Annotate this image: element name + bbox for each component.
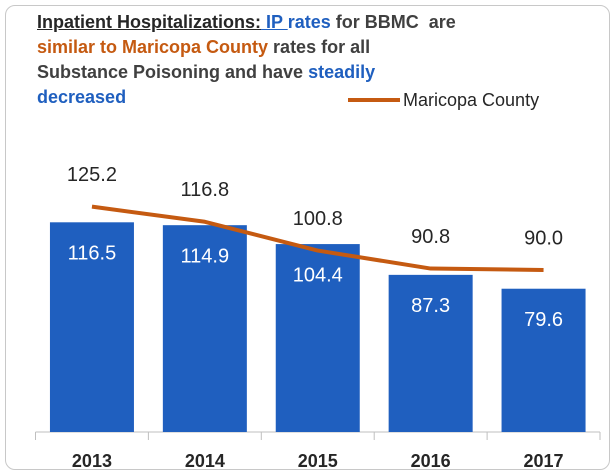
- chart-title: Inpatient Hospitalizations: IP rates for…: [37, 10, 457, 110]
- bar-label: 104.4: [293, 264, 343, 286]
- title-segment: Inpatient Hospitalizations:: [37, 12, 262, 32]
- line-label: 90.0: [524, 227, 563, 249]
- x-tick-label: 2013: [72, 451, 112, 471]
- bar-label: 87.3: [411, 295, 450, 317]
- title-segment: IP: [261, 12, 288, 32]
- bar-label: 79.6: [524, 309, 563, 331]
- line-label: 125.2: [67, 164, 117, 186]
- x-tick-label: 2017: [524, 451, 564, 471]
- line-label: 116.8: [181, 179, 230, 201]
- title-segment: for BBMC are: [330, 12, 461, 32]
- title-segment: similar to Maricopa County: [37, 37, 269, 57]
- line-label: 100.8: [293, 208, 343, 230]
- bar: [388, 274, 473, 432]
- bar: [49, 222, 134, 432]
- line: [91, 204, 544, 272]
- line-label: 90.8: [411, 226, 450, 248]
- title-segment: rates for all Substance Poisoning and ha…: [37, 37, 376, 82]
- x-tick-label: 2016: [411, 451, 451, 471]
- title-segment: rates: [287, 12, 331, 32]
- legend-label: Maricopa County: [403, 90, 539, 110]
- bar-label: 116.5: [68, 243, 117, 265]
- bar-label: 114.9: [181, 245, 230, 267]
- bar: [275, 244, 360, 432]
- chart-frame: [5, 5, 610, 470]
- bar: [162, 225, 247, 432]
- title-segment: steadily decreased: [37, 62, 381, 107]
- x-tick-label: 2014: [185, 451, 225, 471]
- x-tick-label: 2015: [298, 451, 338, 471]
- bar: [501, 288, 586, 432]
